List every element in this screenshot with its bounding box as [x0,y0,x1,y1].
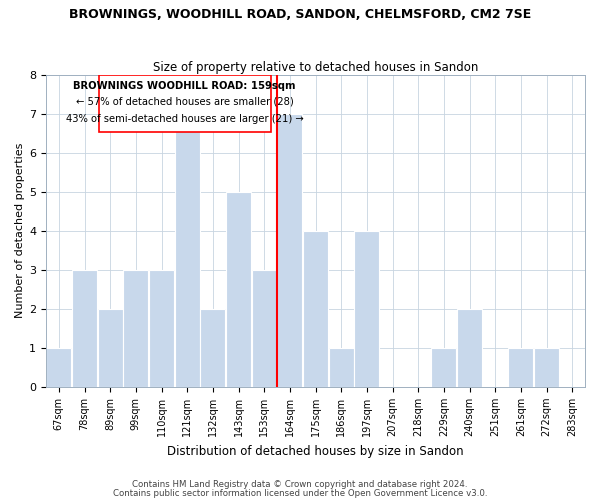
Bar [98,309,122,387]
Bar [149,270,174,387]
Bar [124,270,148,387]
Text: 43% of semi-detached houses are larger (21) →: 43% of semi-detached houses are larger (… [66,114,304,124]
Text: Contains public sector information licensed under the Open Government Licence v3: Contains public sector information licen… [113,488,487,498]
Bar [534,348,559,387]
Bar [457,309,482,387]
Text: BROWNINGS, WOODHILL ROAD, SANDON, CHELMSFORD, CM2 7SE: BROWNINGS, WOODHILL ROAD, SANDON, CHELMS… [69,8,531,20]
Bar [252,270,277,387]
Text: Contains HM Land Registry data © Crown copyright and database right 2024.: Contains HM Land Registry data © Crown c… [132,480,468,489]
Bar [46,348,71,387]
Bar [277,114,302,387]
Bar [175,114,200,387]
Title: Size of property relative to detached houses in Sandon: Size of property relative to detached ho… [153,60,478,74]
Text: BROWNINGS WOODHILL ROAD: 159sqm: BROWNINGS WOODHILL ROAD: 159sqm [73,80,296,90]
Bar [98,76,271,132]
X-axis label: Distribution of detached houses by size in Sandon: Distribution of detached houses by size … [167,444,464,458]
Bar [329,348,353,387]
Text: ← 57% of detached houses are smaller (28): ← 57% of detached houses are smaller (28… [76,96,293,106]
Bar [355,231,379,387]
Y-axis label: Number of detached properties: Number of detached properties [15,143,25,318]
Bar [431,348,456,387]
Bar [303,231,328,387]
Bar [226,192,251,387]
Bar [72,270,97,387]
Bar [508,348,533,387]
Bar [200,309,225,387]
